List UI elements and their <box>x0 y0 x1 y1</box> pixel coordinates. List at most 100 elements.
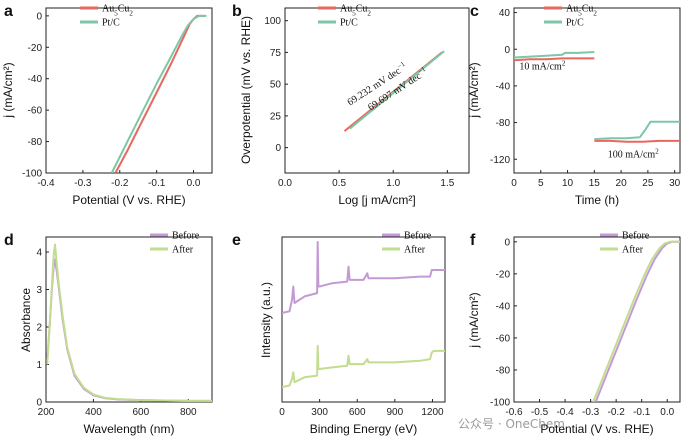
x-tick-label: 5 <box>538 178 544 189</box>
y-tick-label: 2 <box>36 323 42 334</box>
x-axis-label: Log [j mA/cm²] <box>338 193 415 207</box>
series-line-pt-c <box>349 50 445 130</box>
series-line-before <box>46 258 212 402</box>
y-tick-label: 75 <box>270 48 282 59</box>
annotation-0: 10 mA/cm2 <box>519 59 566 72</box>
legend-label: Before <box>172 231 200 242</box>
x-tick-label: -0.1 <box>633 407 651 418</box>
x-tick-label: 0.0 <box>278 178 292 189</box>
y-tick-label: -60 <box>28 106 43 117</box>
y-tick-label: 50 <box>270 80 282 91</box>
x-tick-label: 0 <box>511 178 517 189</box>
x-tick-label: 600 <box>349 407 366 418</box>
x-tick-label: -0.4 <box>556 407 574 418</box>
y-tick-label: 0 <box>36 398 42 409</box>
series-line-pt-c-100-ma-cm- <box>594 120 680 141</box>
legend-label: Au5Cu2 <box>340 4 371 18</box>
y-tick-label: 25 <box>270 111 282 122</box>
y-tick-label: 0 <box>275 143 281 154</box>
x-tick-label: 800 <box>180 407 197 418</box>
y-tick-label: -20 <box>28 43 43 54</box>
panel-label: f <box>470 232 476 249</box>
x-tick-label: 30 <box>669 178 681 189</box>
panel-e: e 0 300 600 900 1200 Binding Energy (eV) Intens… <box>232 231 446 436</box>
x-tick-label: 1200 <box>421 407 444 418</box>
x-tick-label: 0.0 <box>660 407 674 418</box>
y-tick-label: 1 <box>36 360 42 371</box>
x-tick-label: -0.1 <box>148 178 166 189</box>
legend-label: Au5Cu2 <box>102 4 133 18</box>
x-tick-label: 0 <box>279 407 285 418</box>
y-tick-label: -40 <box>28 74 43 85</box>
x-tick-label: 900 <box>387 407 404 418</box>
x-tick-label: -0.3 <box>582 407 600 418</box>
x-tick-label: -0.3 <box>74 178 92 189</box>
legend-label: After <box>172 245 194 256</box>
series-line-pt-c-10-ma-cm- <box>514 51 595 59</box>
x-tick-label: -0.5 <box>531 407 549 418</box>
y-tick-label: 0 <box>36 11 42 22</box>
x-tick-label: 0.5 <box>332 178 346 189</box>
series-line-au5cu2 <box>114 14 205 173</box>
x-axis-label: Binding Energy (eV) <box>310 422 417 436</box>
panel-label: a <box>4 3 13 20</box>
series-line-au5cu2-10-ma-cm- <box>514 57 595 62</box>
legend-label: After <box>404 245 426 256</box>
watermark-text: 公众号 · OneChem <box>458 417 565 431</box>
x-tick-label: -0.6 <box>505 407 523 418</box>
x-tick-label: 10 <box>562 178 574 189</box>
y-tick-label: 3 <box>36 285 42 296</box>
y-tick-label: -20 <box>496 269 511 280</box>
x-tick-label: -0.2 <box>111 178 129 189</box>
x-tick-label: 15 <box>589 178 601 189</box>
y-tick-label: -100 <box>22 169 42 180</box>
y-tick-label: 100 <box>264 16 281 27</box>
x-tick-label: 1.0 <box>386 178 400 189</box>
y-tick-label: -80 <box>496 365 511 376</box>
panel-b: b 0.0 0.5 1.0 1.5 0 25 50 75 100 Log [j mA/cm²] Ove… <box>232 3 470 207</box>
y-tick-label: -80 <box>28 137 43 148</box>
x-tick-label: 200 <box>38 407 55 418</box>
legend-label: Before <box>622 231 650 242</box>
y-tick-label: -120 <box>490 155 510 166</box>
plot-frame <box>513 7 681 174</box>
x-tick-label: 20 <box>616 178 628 189</box>
plot-frame <box>45 236 213 403</box>
series-line-before <box>282 241 445 314</box>
legend-label: After <box>622 245 644 256</box>
x-tick-label: 25 <box>642 178 654 189</box>
x-tick-label: 0.0 <box>187 178 201 189</box>
x-axis-label: Time (h) <box>575 193 619 207</box>
legend-label: Au5Cu2 <box>566 4 597 18</box>
plot-frame <box>281 236 446 403</box>
y-tick-label: 4 <box>36 248 42 259</box>
series-line-pt-c <box>110 14 207 173</box>
panel-label: b <box>232 3 242 20</box>
x-tick-label: -0.4 <box>37 178 55 189</box>
x-axis-label: Potential (V vs. RHE) <box>540 422 653 436</box>
y-tick-label: -40 <box>496 81 511 92</box>
y-tick-label: 40 <box>499 8 511 19</box>
y-tick-label: 0 <box>504 237 510 248</box>
panel-c: c 0 5 10 15 20 25 30 -120 -80 -40 0 40 Time (h) j (mA/… <box>467 3 681 207</box>
y-axis-label: j (mA/cm²) <box>467 292 481 348</box>
y-axis-label: j (mA/cm²) <box>467 62 481 118</box>
x-tick-label: 1.5 <box>440 178 454 189</box>
y-tick-label: -100 <box>490 398 510 409</box>
plot-frame <box>513 236 681 403</box>
x-tick-label: 300 <box>311 407 328 418</box>
legend-label: Pt/C <box>566 18 584 29</box>
x-tick-label: 600 <box>133 407 150 418</box>
y-tick-label: 0 <box>504 45 510 56</box>
plot-frame <box>45 7 213 174</box>
y-tick-label: -80 <box>496 118 511 129</box>
y-axis-label: Intensity (a.u.) <box>259 282 273 358</box>
series-line-after <box>592 240 680 402</box>
y-axis-label: j (mA/cm²) <box>1 62 15 118</box>
panel-f: f -0.6 -0.5 -0.4 -0.3 -0.2 -0.1 0.0 -100 -80 -60 -4… <box>467 231 681 436</box>
series-line-after <box>282 344 445 389</box>
x-tick-label: -0.2 <box>608 407 626 418</box>
